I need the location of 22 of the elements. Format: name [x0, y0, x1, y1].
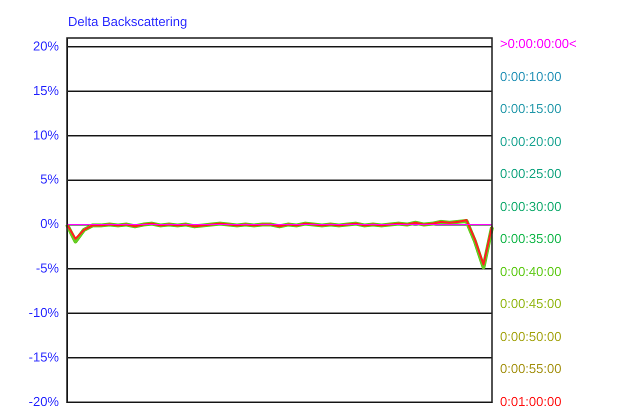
- text: 0:01:00:00: [500, 394, 562, 410]
- y-tick-label: 5%: [40, 172, 60, 187]
- series-label: 0:00:40:00: [500, 264, 562, 280]
- legend-label: 0:00:25:00: [500, 166, 562, 183]
- y-tick-label: -10%: [28, 304, 60, 320]
- legend-label: 0:00:50:00: [500, 328, 562, 346]
- legend-label: 0:00:10:00: [500, 68, 562, 86]
- legend-label: 0:00:35:00: [500, 231, 562, 248]
- legend-label: 0:00:45:00: [500, 296, 562, 313]
- text: >0:00:00:00<: [500, 36, 578, 53]
- y-tick-label: 15%: [32, 82, 60, 98]
- legend-label: 0:00:20:00: [500, 134, 562, 150]
- y-tick-label: 10%: [32, 127, 60, 142]
- y-tick-label: 20%: [32, 38, 60, 54]
- legend-label: 0:00:55:00: [500, 361, 562, 378]
- y-tick-label: -20%: [28, 394, 60, 409]
- legend-label: 0:00:15:00: [500, 101, 562, 118]
- chart-title: Delta Backscattering: [68, 14, 188, 29]
- y-tick-label: -5%: [36, 260, 60, 276]
- y-tick-label: -15%: [28, 349, 60, 364]
- y-tick-label: 0%: [40, 216, 60, 232]
- legend-label: 0:00:30:00: [500, 198, 562, 216]
